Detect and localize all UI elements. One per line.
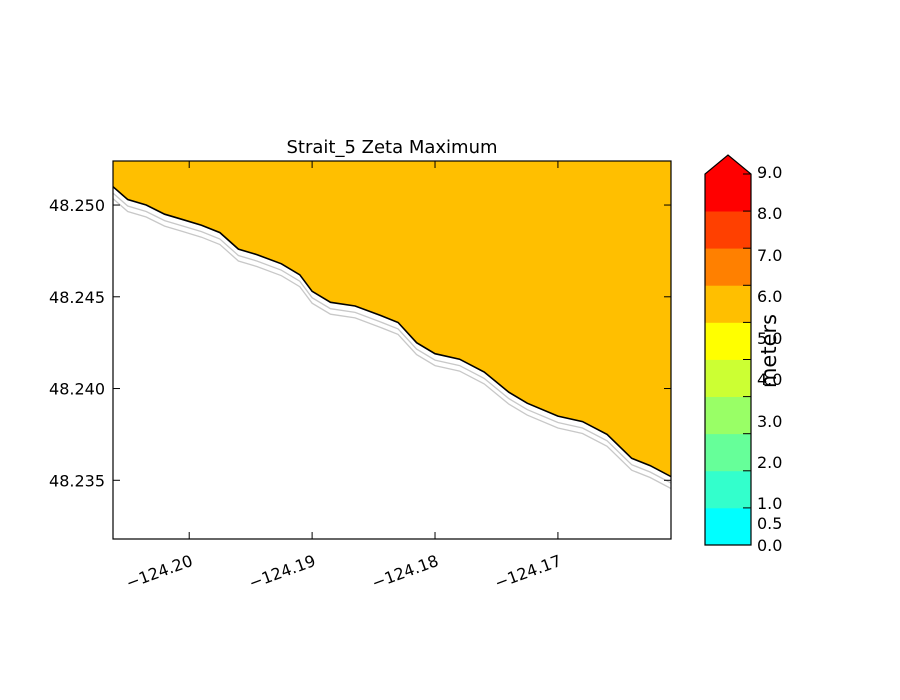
colorbar: 0.0 0.51.0 2.0 3.0 4.0 5.0 6.0 7.0 8.0 9.0 meters [704,154,782,555]
colorbar-tick-label: 3.0 [757,412,782,431]
colorbar-tick-label: 4.0 [757,370,782,389]
colorbar-tick-label: 0.5 [757,514,782,533]
colorbar-label: meters [757,314,781,388]
y-tick-label: 48.250 [49,196,105,215]
x-tick-label: −124.17 [492,551,564,593]
colorbar-segment [705,359,751,397]
x-tick-label: −124.19 [246,551,318,593]
water-fill-region [113,161,671,477]
y-tick-label: 48.235 [49,471,105,490]
colorbar-tick-label: 2.0 [757,453,782,472]
x-tick-label: −124.20 [123,551,195,593]
colorbar-segment [705,174,751,212]
colorbar-segment [705,285,751,323]
colorbar-tick-label: 0.0 [757,536,782,555]
colorbar-tick-label: 8.0 [757,204,782,223]
chart-title: Strait_5 Zeta Maximum [286,137,497,158]
y-axis: 48.250 48.245 48.240 48.235 [49,196,671,490]
coastline-shadow-2 [113,198,671,490]
colorbar-tick-label: 7.0 [757,246,782,265]
colorbar-tick-label: 6.0 [757,287,782,306]
colorbar-segment [705,322,751,360]
colorbar-segment [705,470,751,509]
colorbar-segments [704,154,752,546]
colorbar-extend-arrow [705,155,751,174]
colorbar-segment [705,433,751,472]
colorbar-segment [705,507,751,546]
colorbar-tick-label: 1.0 [757,494,782,513]
coastline-shadow-1 [113,192,671,484]
x-tick-label: −124.18 [369,551,441,593]
colorbar-tick-label: 5.0 [757,329,782,348]
coastline [113,186,671,478]
plot-area [113,161,671,539]
colorbar-tick-label: 9.0 [757,163,782,182]
colorbar-segment [705,396,751,435]
colorbar-segment [705,248,751,286]
colorbar-ticks: 0.0 0.51.0 2.0 3.0 4.0 5.0 6.0 7.0 8.0 9.0 [743,163,782,555]
y-tick-label: 48.245 [49,288,105,307]
y-tick-label: 48.240 [49,380,105,399]
colorbar-segment [705,211,751,249]
plot-frame [112,160,672,540]
